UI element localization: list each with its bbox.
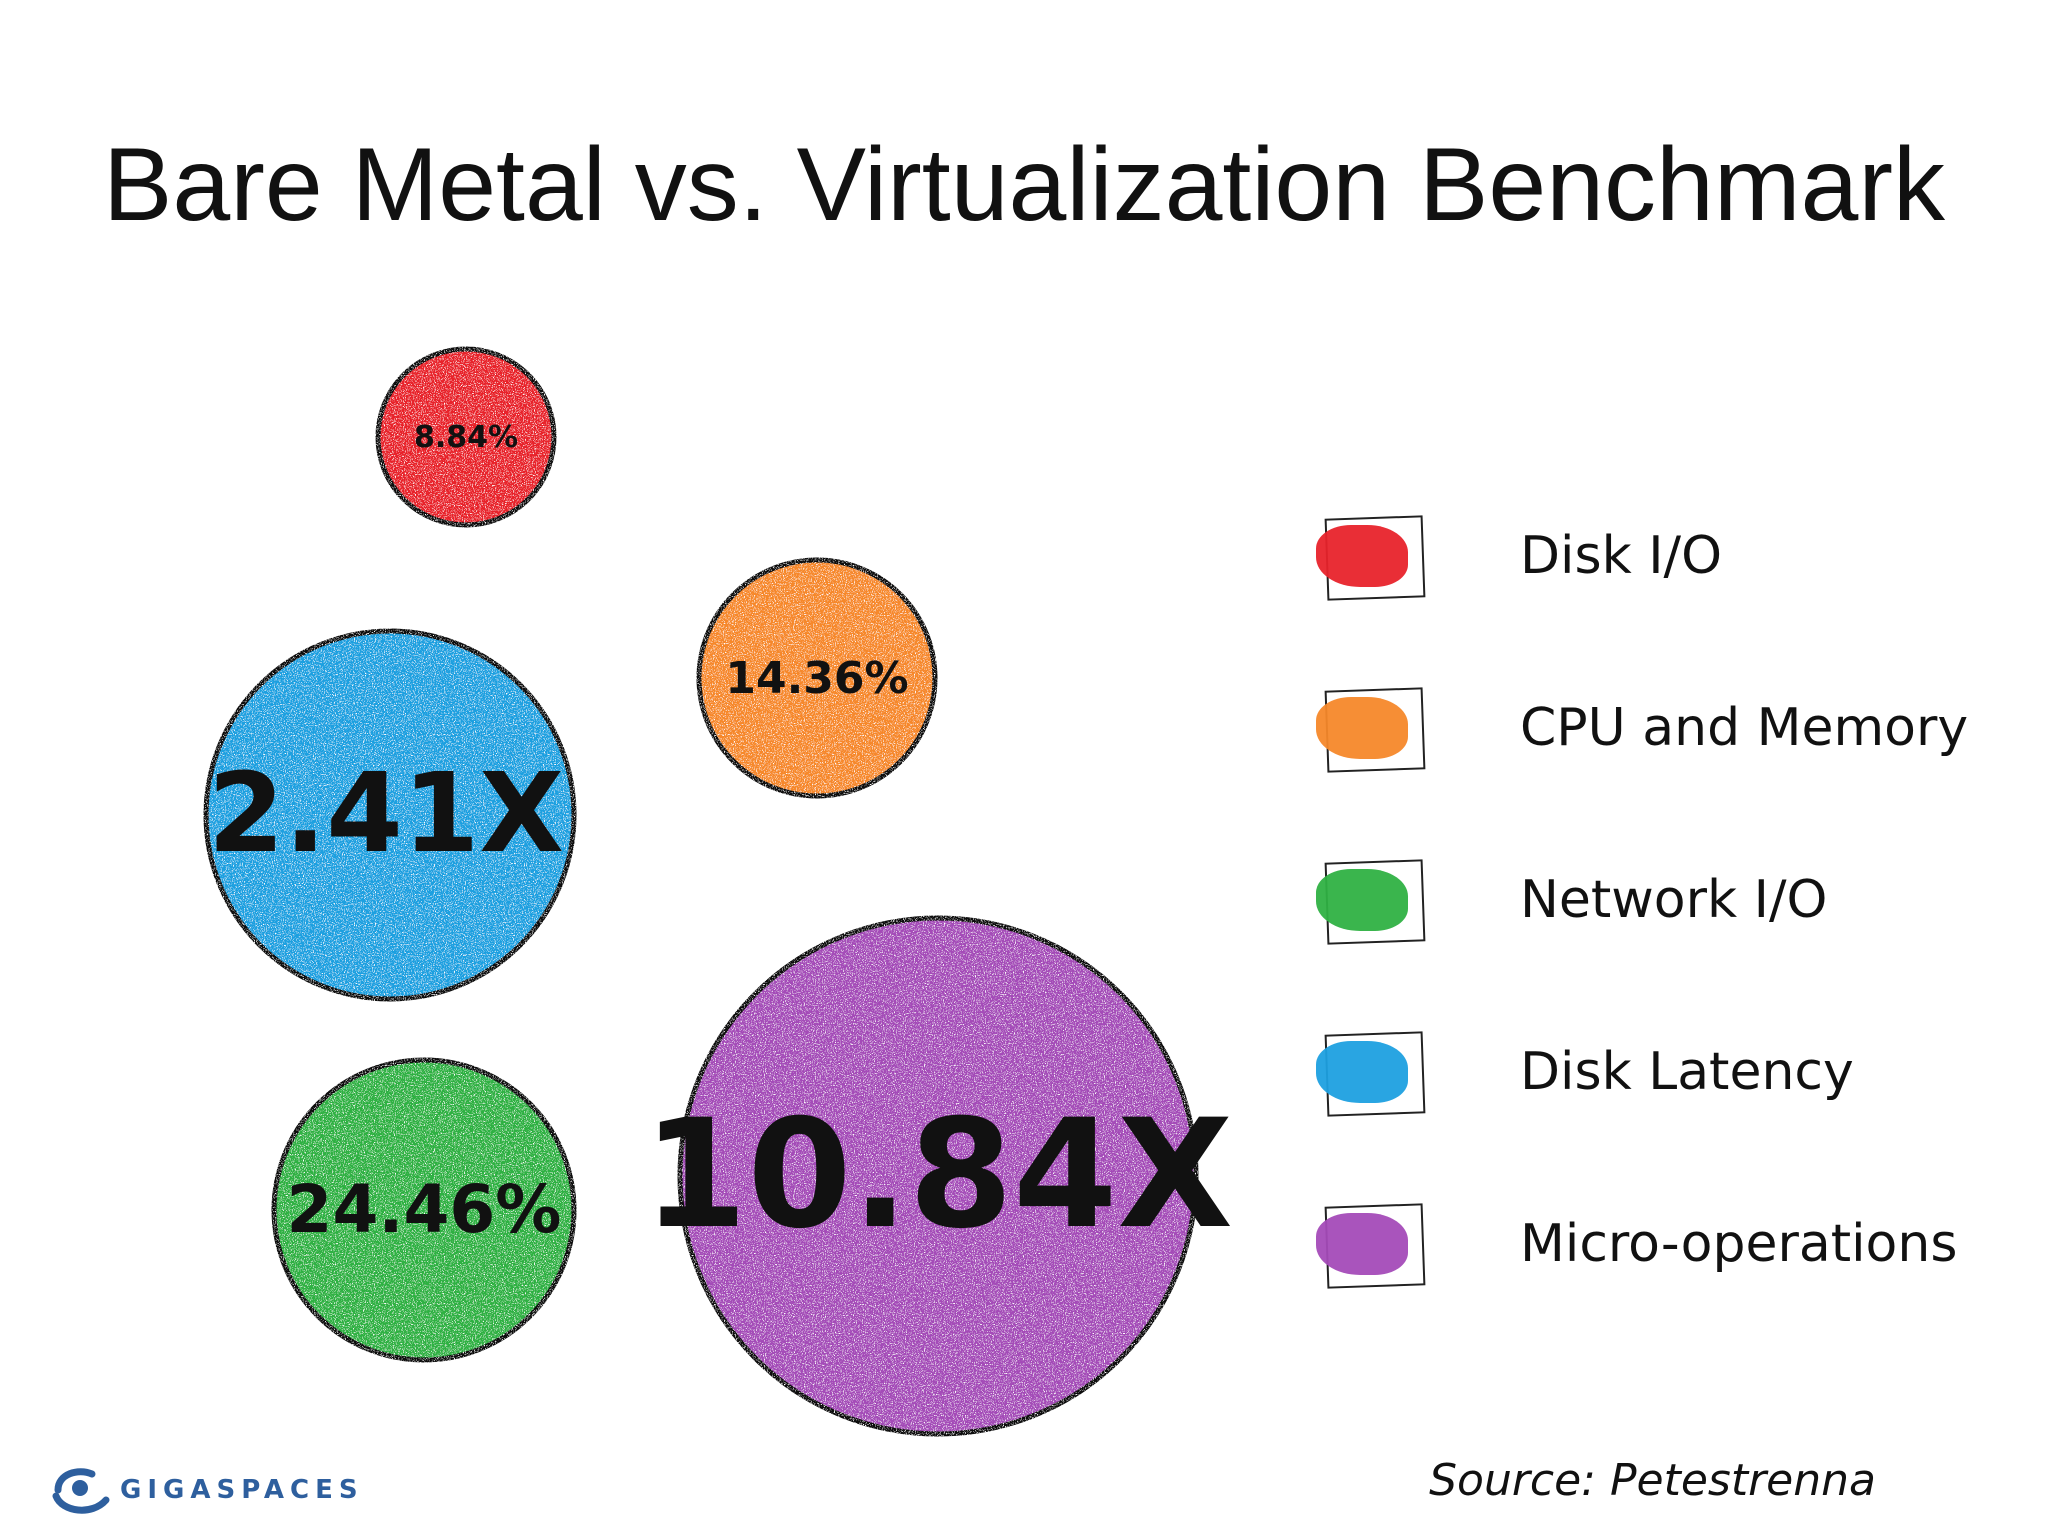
slide-title: Bare Metal vs. Virtualization Benchmark <box>103 127 1945 243</box>
legend-item: Network I/O <box>1310 814 1968 986</box>
logo-text: GIGASPACES <box>120 1475 364 1505</box>
legend-item: Disk I/O <box>1310 470 1968 642</box>
legend-item: CPU and Memory <box>1310 642 1968 814</box>
legend-swatch <box>1310 1029 1428 1117</box>
bubble-label: 2.41X <box>208 749 564 877</box>
legend-label: Micro-operations <box>1520 1214 1958 1274</box>
bubble-disk-latency <box>203 628 577 1002</box>
legend-label: CPU and Memory <box>1520 698 1969 758</box>
bubble-label: 14.36% <box>725 653 908 704</box>
legend-label: Disk Latency <box>1520 1042 1854 1102</box>
legend-item: Micro-operations <box>1310 1158 1968 1330</box>
legend-swatch <box>1310 1201 1428 1289</box>
gigaspaces-logo: GIGASPACES <box>48 1462 364 1518</box>
bubbles-group: 8.84% 14.36% 24.46% 2.41X 10.84X <box>203 346 1233 1437</box>
legend-swatch <box>1310 685 1428 773</box>
source-caption: Source: Petestrenna <box>1429 1455 1876 1506</box>
legend-label: Disk I/O <box>1520 526 1723 586</box>
bubble-label: 24.46% <box>287 1171 562 1248</box>
legend: Disk I/O CPU and Memory Network I/O Disk La… <box>1310 470 1968 1330</box>
bubble-micro-operations <box>677 915 1199 1437</box>
legend-label: Network I/O <box>1520 870 1828 930</box>
bubble-disk-i-o <box>375 346 557 528</box>
bubble-network-i-o <box>271 1057 577 1363</box>
bubble-cpu-and-memory <box>696 557 938 799</box>
bubble-label: 8.84% <box>414 420 518 455</box>
legend-item: Disk Latency <box>1310 986 1968 1158</box>
bubble-label: 10.84X <box>643 1088 1233 1262</box>
gigaspaces-logo-icon <box>52 1468 110 1514</box>
legend-swatch <box>1310 513 1428 601</box>
legend-swatch <box>1310 857 1428 945</box>
